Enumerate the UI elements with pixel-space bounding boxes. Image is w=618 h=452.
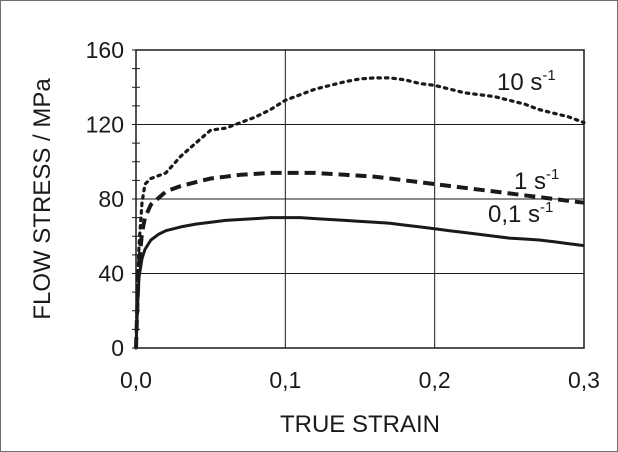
x-tick-label: 0,2	[419, 367, 451, 393]
y-tick-label: 40	[98, 261, 124, 287]
series-label: 1 s-1	[514, 166, 559, 195]
series-label: 10 s-1	[497, 67, 556, 96]
y-tick-label: 0	[111, 335, 124, 361]
series-line-dotted	[134, 76, 586, 350]
plot-area-border	[135, 49, 585, 349]
y-tick-label: 80	[98, 186, 124, 212]
series-line-dashed	[134, 170, 585, 349]
y-tick-label: 120	[86, 112, 124, 138]
x-tick-label: 0,0	[120, 367, 152, 393]
y-axis-title: FLOW STRESS / MPa	[29, 78, 56, 320]
series-layer	[134, 76, 586, 350]
y-tick-labels: 0 40 80 120 160	[86, 37, 124, 361]
series-labels: 10 s-1 1 s-1 0,1 s-1	[488, 67, 559, 228]
series-label: 0,1 s-1	[488, 199, 553, 228]
x-tick-label: 0,3	[568, 367, 600, 393]
series-line-solid	[134, 216, 585, 349]
x-tick-labels: 0,0 0,1 0,2 0,3	[120, 367, 600, 393]
x-axis-title: TRUE STRAIN	[280, 411, 440, 438]
y-tick-label: 160	[86, 37, 124, 63]
x-tick-label: 0,1	[269, 367, 301, 393]
